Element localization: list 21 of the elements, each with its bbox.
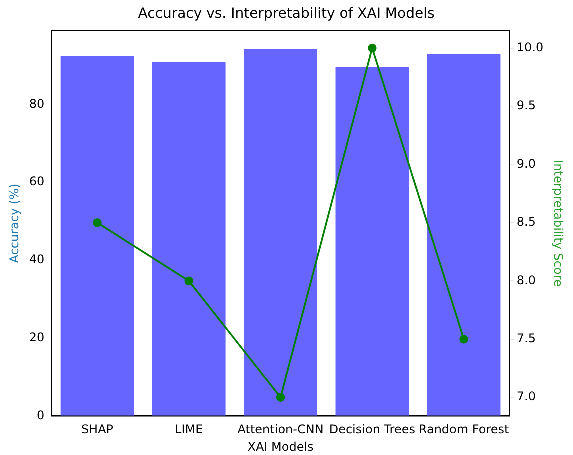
y-tick-label: 0 <box>37 408 45 422</box>
x-axis-title: XAI Models <box>248 440 314 454</box>
y2-tick-label: 9.5 <box>516 98 536 113</box>
y2-axis-title: Interpretability Score <box>552 160 566 287</box>
y-axis-title: Accuracy (%) <box>7 184 22 264</box>
chart-title: Accuracy vs. Interpretability of XAI Models <box>138 6 435 22</box>
y2-tick-label: 7.5 <box>516 331 536 346</box>
y-tick-label: 80 <box>29 96 45 111</box>
y2-tick-label: 8.0 <box>516 273 536 288</box>
y-tick-label: 40 <box>29 252 45 267</box>
x-tick-label: SHAP <box>81 422 114 437</box>
y2-tick-label: 9.0 <box>516 156 536 171</box>
y2-tick-label: 7.0 <box>516 390 536 404</box>
y2-tick-label: 10.0 <box>516 40 544 54</box>
y-tick-label: 60 <box>29 174 45 189</box>
x-tick-label: LIME <box>175 422 204 437</box>
x-tick-label: Attention-CNN <box>238 422 324 437</box>
x-tick-label: Random Forest <box>418 422 510 437</box>
x-tick-label: Decision Trees <box>329 422 416 437</box>
y2-tick-label: 8.5 <box>516 215 536 230</box>
y-tick-label: 20 <box>29 330 45 344</box>
